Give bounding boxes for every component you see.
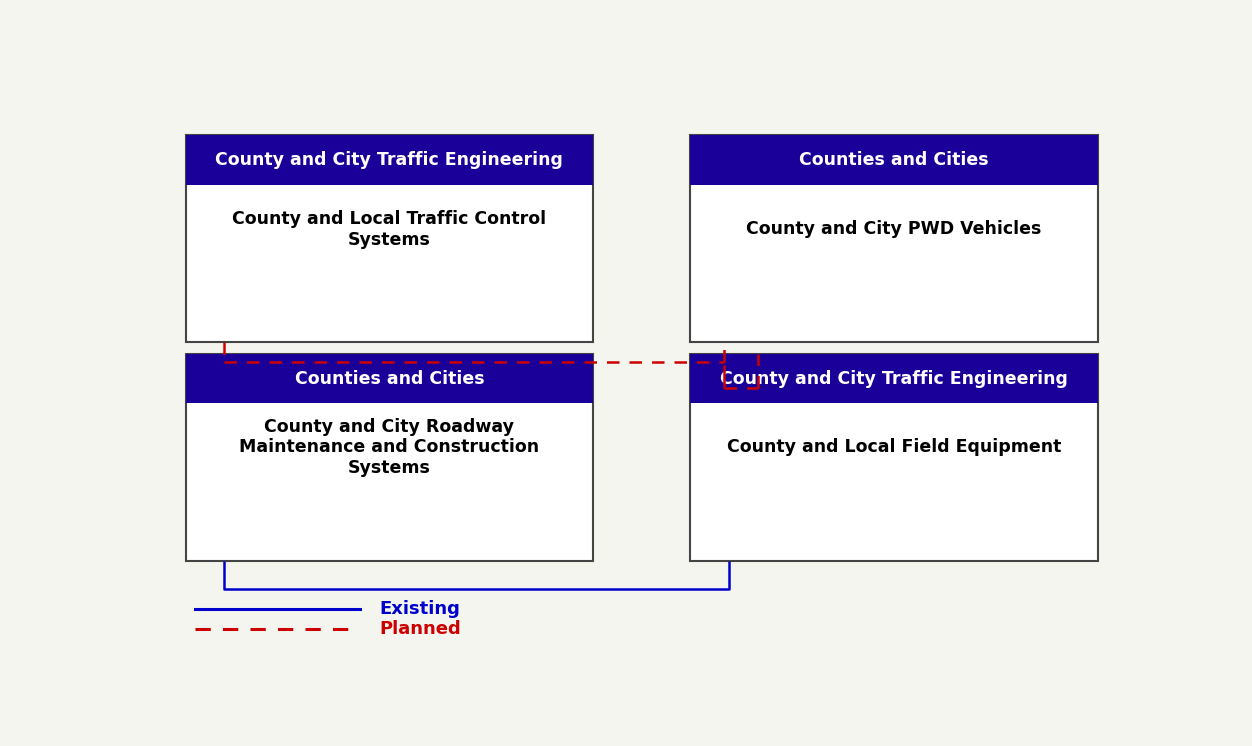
Bar <box>185 136 593 185</box>
Bar <box>690 136 1098 342</box>
Text: County and City Traffic Engineering: County and City Traffic Engineering <box>720 369 1068 388</box>
Bar <box>185 354 593 404</box>
Text: Planned: Planned <box>379 621 462 639</box>
Bar <box>690 354 1098 560</box>
Text: County and City Roadway
Maintenance and Construction
Systems: County and City Roadway Maintenance and … <box>239 418 540 477</box>
Bar <box>185 136 593 342</box>
Text: Counties and Cities: Counties and Cities <box>799 151 989 169</box>
Text: County and Local Traffic Control
Systems: County and Local Traffic Control Systems <box>233 210 546 248</box>
Text: Counties and Cities: Counties and Cities <box>294 369 485 388</box>
Bar <box>185 354 593 560</box>
Bar <box>690 354 1098 404</box>
Bar <box>690 136 1098 185</box>
Text: County and Local Field Equipment: County and Local Field Equipment <box>726 439 1062 457</box>
Text: County and City Traffic Engineering: County and City Traffic Engineering <box>215 151 563 169</box>
Text: Existing: Existing <box>379 601 461 618</box>
Text: County and City PWD Vehicles: County and City PWD Vehicles <box>746 220 1042 238</box>
